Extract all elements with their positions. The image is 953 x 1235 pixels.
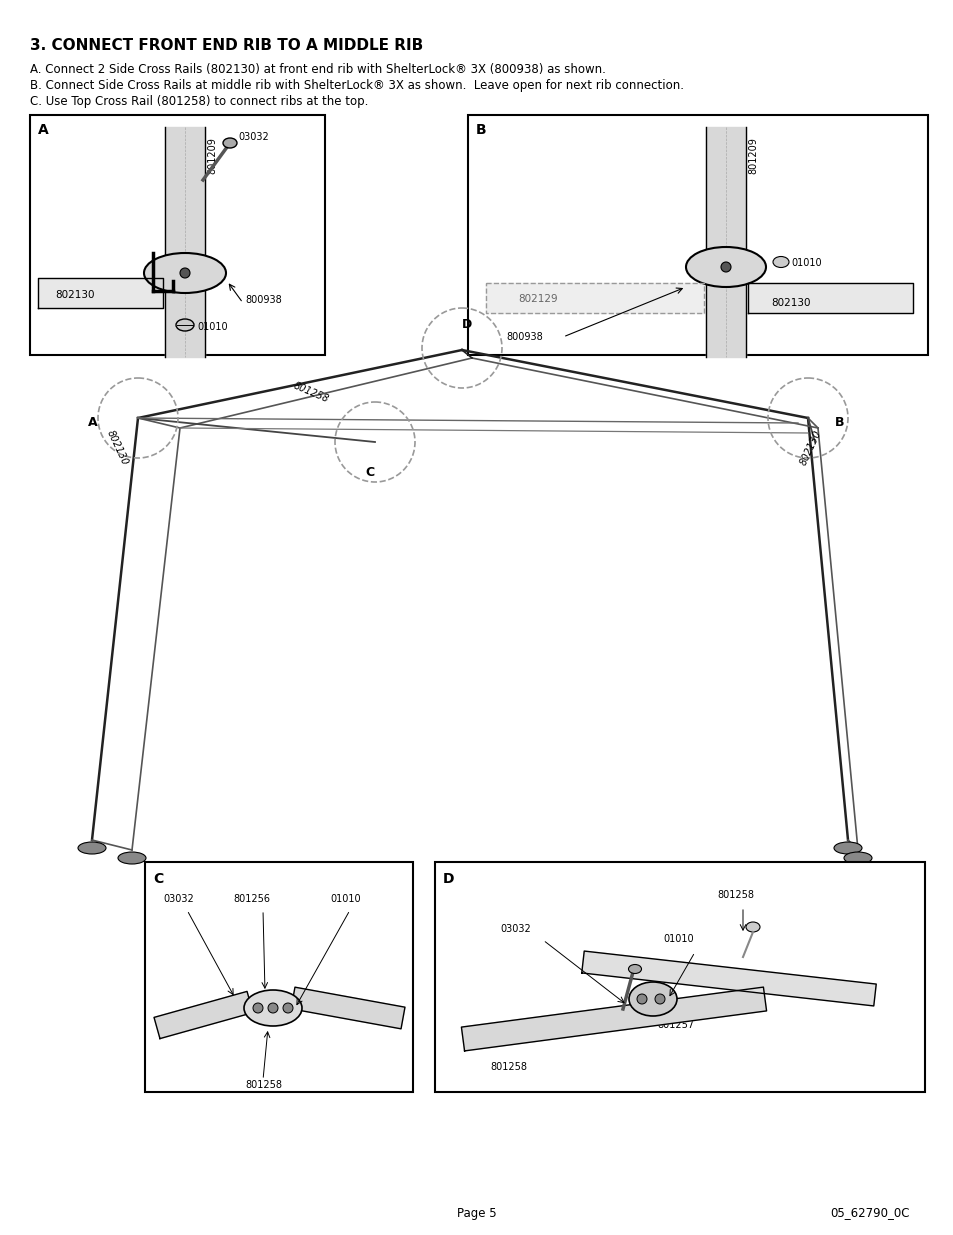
- Text: 802130: 802130: [797, 429, 822, 467]
- Ellipse shape: [833, 842, 862, 853]
- Text: 01010: 01010: [330, 894, 360, 904]
- Ellipse shape: [144, 253, 226, 293]
- Ellipse shape: [628, 982, 677, 1016]
- Polygon shape: [291, 987, 404, 1029]
- Text: 802130: 802130: [770, 298, 810, 308]
- Circle shape: [268, 1003, 277, 1013]
- Text: D: D: [461, 317, 472, 331]
- Text: 03032: 03032: [499, 924, 530, 934]
- Ellipse shape: [175, 319, 193, 331]
- Text: 03032: 03032: [237, 132, 269, 142]
- Text: 801209: 801209: [207, 137, 216, 174]
- Ellipse shape: [244, 990, 302, 1026]
- Text: 801258: 801258: [490, 1062, 526, 1072]
- Text: 801258: 801258: [292, 380, 330, 404]
- Text: Page 5: Page 5: [456, 1207, 497, 1219]
- Text: A: A: [88, 416, 98, 430]
- Text: 801256: 801256: [233, 894, 270, 904]
- Ellipse shape: [745, 923, 760, 932]
- Circle shape: [720, 262, 730, 272]
- Text: 802130: 802130: [55, 290, 94, 300]
- Text: 802129: 802129: [517, 294, 558, 304]
- Circle shape: [253, 1003, 263, 1013]
- FancyBboxPatch shape: [145, 862, 413, 1092]
- Circle shape: [637, 994, 646, 1004]
- Text: C: C: [152, 872, 163, 885]
- Ellipse shape: [685, 247, 765, 287]
- Text: 801258: 801258: [717, 890, 753, 900]
- Text: D: D: [442, 872, 454, 885]
- Text: 05_62790_0C: 05_62790_0C: [829, 1207, 909, 1219]
- Ellipse shape: [78, 842, 106, 853]
- Polygon shape: [461, 987, 766, 1051]
- Circle shape: [180, 268, 190, 278]
- Ellipse shape: [223, 138, 236, 148]
- Text: C: C: [365, 466, 375, 478]
- Text: B: B: [476, 124, 486, 137]
- Text: 801258: 801258: [245, 1079, 282, 1091]
- Text: 3. CONNECT FRONT END RIB TO A MIDDLE RIB: 3. CONNECT FRONT END RIB TO A MIDDLE RIB: [30, 38, 423, 53]
- Ellipse shape: [843, 852, 871, 864]
- Ellipse shape: [772, 257, 788, 268]
- Ellipse shape: [118, 852, 146, 864]
- Text: 800938: 800938: [505, 332, 542, 342]
- Text: 800938: 800938: [245, 295, 281, 305]
- Circle shape: [283, 1003, 293, 1013]
- Polygon shape: [747, 283, 912, 312]
- FancyBboxPatch shape: [468, 115, 927, 354]
- Text: B. Connect Side Cross Rails at middle rib with ShelterLock® 3X as shown.  Leave : B. Connect Side Cross Rails at middle ri…: [30, 79, 683, 91]
- Text: 802130: 802130: [105, 429, 130, 467]
- Polygon shape: [38, 278, 163, 308]
- Text: C. Use Top Cross Rail (801258) to connect ribs at the top.: C. Use Top Cross Rail (801258) to connec…: [30, 95, 368, 107]
- Text: B: B: [835, 416, 843, 430]
- Text: 801257: 801257: [657, 1020, 694, 1030]
- Ellipse shape: [628, 965, 640, 973]
- Text: A. Connect 2 Side Cross Rails (802130) at front end rib with ShelterLock® 3X (80: A. Connect 2 Side Cross Rails (802130) a…: [30, 63, 605, 77]
- FancyBboxPatch shape: [435, 862, 924, 1092]
- Polygon shape: [485, 283, 703, 312]
- Text: 01010: 01010: [196, 322, 228, 332]
- Text: A: A: [38, 124, 49, 137]
- Text: 03032: 03032: [163, 894, 193, 904]
- Polygon shape: [581, 951, 875, 1007]
- Circle shape: [655, 994, 664, 1004]
- Polygon shape: [153, 992, 253, 1039]
- Text: 01010: 01010: [790, 258, 821, 268]
- Text: 801209: 801209: [747, 137, 758, 174]
- Text: 01010: 01010: [662, 934, 693, 944]
- FancyBboxPatch shape: [30, 115, 325, 354]
